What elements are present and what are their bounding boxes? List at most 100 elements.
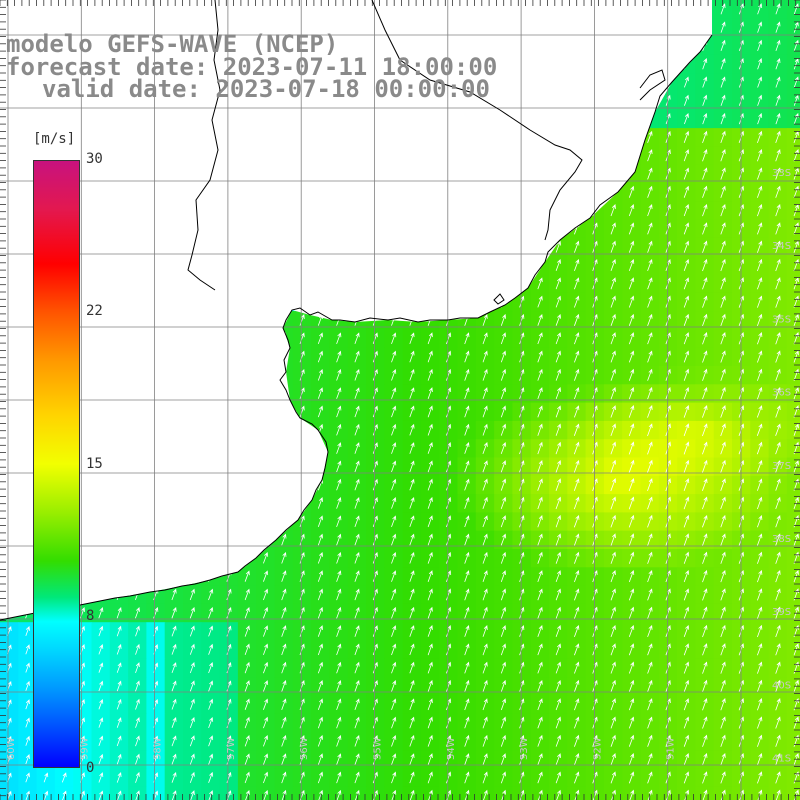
wind-arrow	[610, 386, 616, 400]
field-cell	[603, 786, 623, 800]
wind-arrow	[702, 606, 708, 619]
wind-arrow	[757, 496, 763, 510]
colorbar-tick: 15	[86, 456, 103, 472]
wind-arrow	[720, 478, 726, 491]
wind-arrow	[683, 643, 690, 656]
wind-arrow	[189, 588, 195, 601]
wind-arrow	[299, 332, 305, 345]
wind-arrow	[702, 551, 708, 564]
wind-arrow	[482, 551, 488, 564]
wind-arrow	[317, 405, 323, 418]
wind-arrow	[757, 386, 763, 400]
wind-arrow	[171, 735, 177, 747]
wind-arrow	[263, 606, 269, 619]
wind-arrow	[263, 716, 269, 729]
wind-arrow	[775, 277, 781, 290]
wind-arrow	[372, 405, 378, 418]
field-cell	[402, 786, 422, 800]
latitude-label: 36S	[772, 388, 791, 399]
wind-arrow	[537, 698, 543, 711]
wind-arrow	[171, 606, 177, 619]
wind-arrow	[519, 515, 525, 528]
wind-arrow	[683, 368, 690, 381]
wind-arrow	[244, 680, 250, 692]
wind-arrow	[244, 753, 250, 765]
wind-arrow	[354, 368, 360, 381]
wind-arrow	[263, 625, 269, 637]
wind-arrow	[317, 606, 323, 619]
wind-arrow	[720, 130, 726, 144]
wind-arrow	[464, 551, 470, 564]
wind-arrow	[281, 551, 287, 564]
wind-arrow	[647, 277, 653, 290]
wind-arrow	[757, 533, 763, 546]
field-cell	[549, 786, 568, 800]
wind-arrow	[116, 753, 122, 765]
wind-arrow	[628, 277, 635, 290]
wind-arrow	[189, 662, 195, 674]
field-cell	[786, 585, 800, 605]
field-cell	[530, 786, 550, 800]
wind-arrow	[610, 441, 616, 455]
wind-arrow	[683, 734, 690, 747]
wind-arrow	[683, 149, 690, 162]
wind-arrow	[208, 790, 214, 800]
wind-arrow	[573, 423, 580, 436]
colorbar-tick: 30	[86, 151, 103, 167]
wind-arrow	[500, 771, 506, 784]
wind-arrow	[757, 203, 763, 217]
wind-arrow	[208, 625, 214, 637]
wind-arrow	[372, 368, 378, 381]
wind-arrow	[775, 661, 781, 674]
wind-arrow	[354, 570, 360, 582]
wind-arrow	[500, 405, 506, 418]
wind-arrow	[702, 533, 708, 546]
wind-arrow	[281, 643, 287, 656]
field-cell	[786, 18, 800, 38]
wind-arrow	[573, 478, 580, 491]
wind-arrow	[135, 753, 140, 765]
wind-arrow	[610, 313, 616, 326]
wind-arrow	[263, 698, 269, 710]
wind-arrow	[317, 588, 323, 601]
field-cell	[786, 768, 800, 788]
wind-arrow	[446, 716, 452, 729]
wind-arrow	[336, 753, 342, 765]
wind-arrow	[610, 240, 616, 253]
wind-arrow	[647, 459, 653, 473]
wind-arrow	[299, 734, 305, 747]
wind-arrow	[482, 716, 488, 729]
wind-arrow	[482, 771, 488, 784]
wind-arrow	[482, 460, 488, 473]
wind-arrow	[391, 515, 397, 528]
field-cell	[768, 786, 788, 800]
wind-arrow	[702, 350, 708, 363]
wind-arrow	[628, 514, 635, 528]
wind-arrow	[775, 368, 781, 381]
wind-arrow	[336, 350, 342, 363]
wind-arrow	[464, 625, 470, 637]
longitude-label: 54W	[446, 737, 457, 760]
wind-arrow	[409, 643, 415, 656]
wind-arrow	[775, 588, 781, 601]
wind-arrow	[519, 423, 525, 436]
wind-arrow	[757, 313, 763, 327]
wind-arrow	[98, 735, 104, 747]
wind-arrow	[336, 551, 342, 564]
wind-arrow	[336, 698, 342, 711]
wind-arrow	[446, 643, 452, 656]
wind-arrow	[793, 185, 799, 198]
wind-arrow	[43, 790, 49, 800]
wind-arrow	[628, 350, 635, 363]
wind-arrow	[702, 295, 708, 308]
wind-arrow	[610, 405, 616, 418]
wind-arrow	[647, 350, 653, 363]
wind-arrow	[757, 149, 763, 162]
wind-arrow	[116, 772, 122, 783]
wind-arrow	[555, 405, 561, 418]
wind-arrow	[336, 442, 342, 454]
wind-arrow	[500, 753, 506, 766]
wind-arrow	[500, 643, 506, 656]
wind-arrow	[628, 386, 635, 400]
wind-arrow	[720, 112, 726, 125]
